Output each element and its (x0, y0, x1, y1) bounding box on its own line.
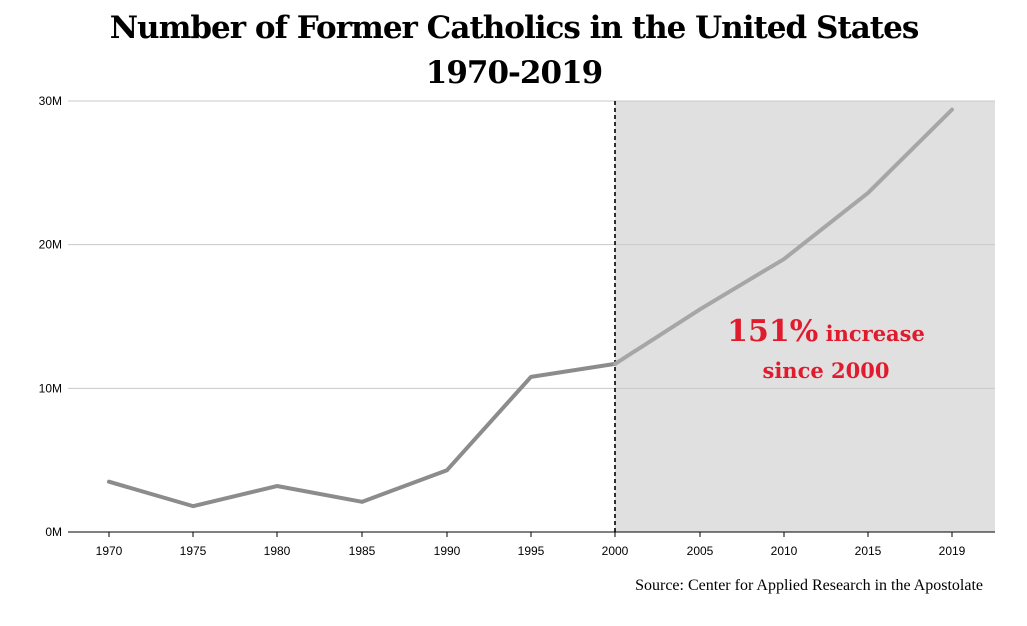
x-tick-label: 1975 (180, 544, 207, 558)
shaded-region (615, 101, 995, 532)
data-point (950, 108, 954, 112)
x-tick-label: 2015 (855, 544, 882, 558)
x-tick-label: 2019 (939, 544, 966, 558)
x-tick-label: 1970 (96, 544, 123, 558)
data-point (529, 375, 533, 379)
x-axis-ticks: 1970 1975 1980 1985 1990 1995 2000 2005 2010 2015… (96, 532, 966, 558)
x-tick-label: 1995 (518, 544, 545, 558)
data-point (782, 257, 786, 261)
annotation-line1: 151% increase (727, 314, 925, 349)
series-line (107, 107, 954, 509)
data-point (107, 480, 111, 484)
x-tick-label: 1990 (434, 544, 461, 558)
series-line-pre-2000 (107, 361, 617, 509)
y-axis-ticks: 0M 10M 20M 30M (39, 94, 62, 539)
y-tick-label: 0M (45, 525, 62, 539)
chart-title-line1: Number of Former Catholics in the United… (110, 10, 919, 46)
source-note: Source: Center for Applied Research in t… (635, 577, 983, 594)
y-tick-label: 30M (39, 94, 62, 108)
chart-title-line2: 1970-2019 (426, 55, 602, 91)
x-tick-label: 1980 (264, 544, 291, 558)
gridlines (68, 100, 995, 389)
annotation-increase: increase (818, 321, 925, 346)
x-tick-label: 1985 (349, 544, 376, 558)
y-tick-label: 10M (39, 381, 62, 395)
y-tick-label: 20M (39, 238, 62, 252)
x-tick-label: 2010 (771, 544, 798, 558)
annotation-percent: 151% (727, 314, 818, 349)
series-line-post-2000 (613, 107, 954, 366)
data-point (360, 500, 364, 504)
data-point (191, 504, 195, 508)
data-point (866, 191, 870, 195)
data-point (698, 307, 702, 311)
x-tick-label: 2005 (687, 544, 714, 558)
annotation-line2: since 2000 (763, 358, 890, 383)
data-point (275, 484, 279, 488)
data-point (445, 468, 449, 472)
x-tick-label: 2000 (602, 544, 629, 558)
data-point (613, 362, 617, 366)
